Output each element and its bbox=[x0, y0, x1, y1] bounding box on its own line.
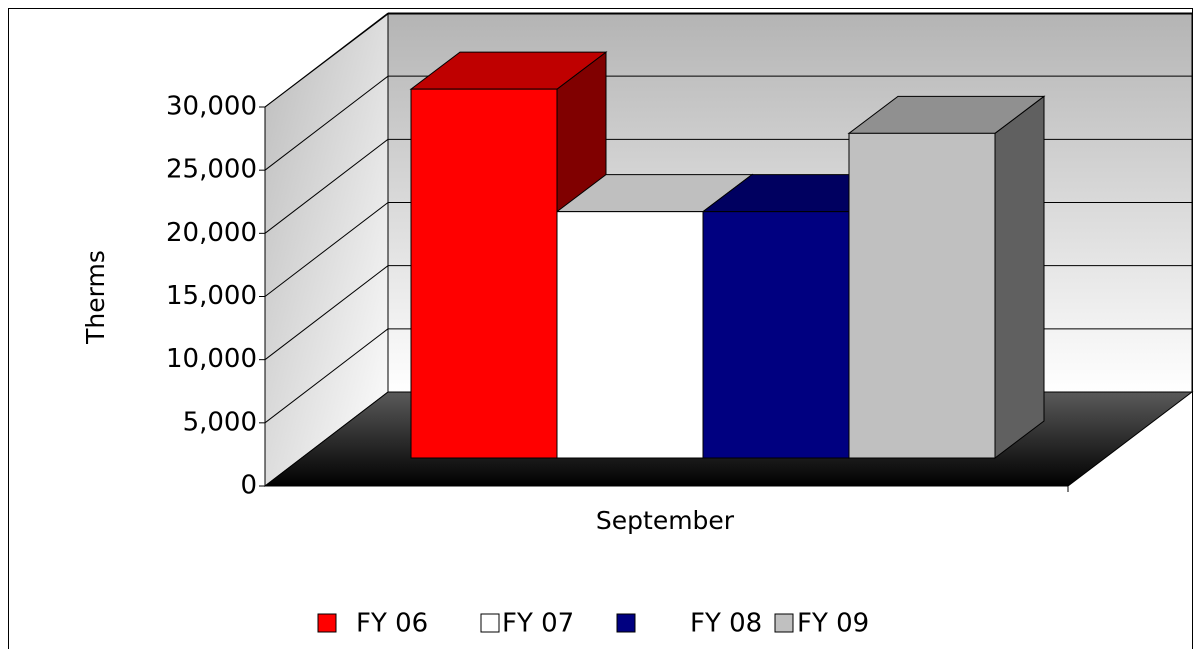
y-tick-label: 25,000 bbox=[166, 155, 257, 185]
bar bbox=[702, 211, 850, 459]
y-tick-label: 5,000 bbox=[183, 407, 257, 437]
legend-label: FY 09 bbox=[797, 609, 869, 639]
legend-swatch bbox=[774, 613, 794, 633]
bar-side bbox=[994, 95, 1045, 460]
legend-swatch bbox=[616, 613, 636, 633]
bar bbox=[848, 132, 996, 459]
y-tick-label: 15,000 bbox=[166, 281, 257, 311]
legend-label: FY 08 bbox=[690, 609, 762, 639]
y-axis-title: Therms bbox=[81, 250, 110, 345]
legend-swatch bbox=[317, 613, 337, 633]
grid-line bbox=[264, 202, 389, 297]
grid-line bbox=[264, 138, 389, 234]
y-tick-label: 0 bbox=[240, 471, 257, 501]
x-tick-label: September bbox=[596, 506, 735, 535]
y-tick-label: 10,000 bbox=[166, 344, 257, 374]
y-tick-label: 20,000 bbox=[166, 218, 257, 248]
legend-label: FY 06 bbox=[356, 609, 428, 639]
legend-swatch bbox=[480, 613, 500, 633]
grid-line bbox=[264, 328, 389, 424]
bar bbox=[556, 211, 704, 459]
y-tick-label: 30,000 bbox=[166, 92, 257, 122]
legend-label: FY 07 bbox=[502, 609, 574, 639]
bar bbox=[410, 88, 558, 459]
grid-line bbox=[264, 265, 389, 361]
grid-line bbox=[264, 12, 389, 108]
grid-line bbox=[264, 75, 389, 171]
